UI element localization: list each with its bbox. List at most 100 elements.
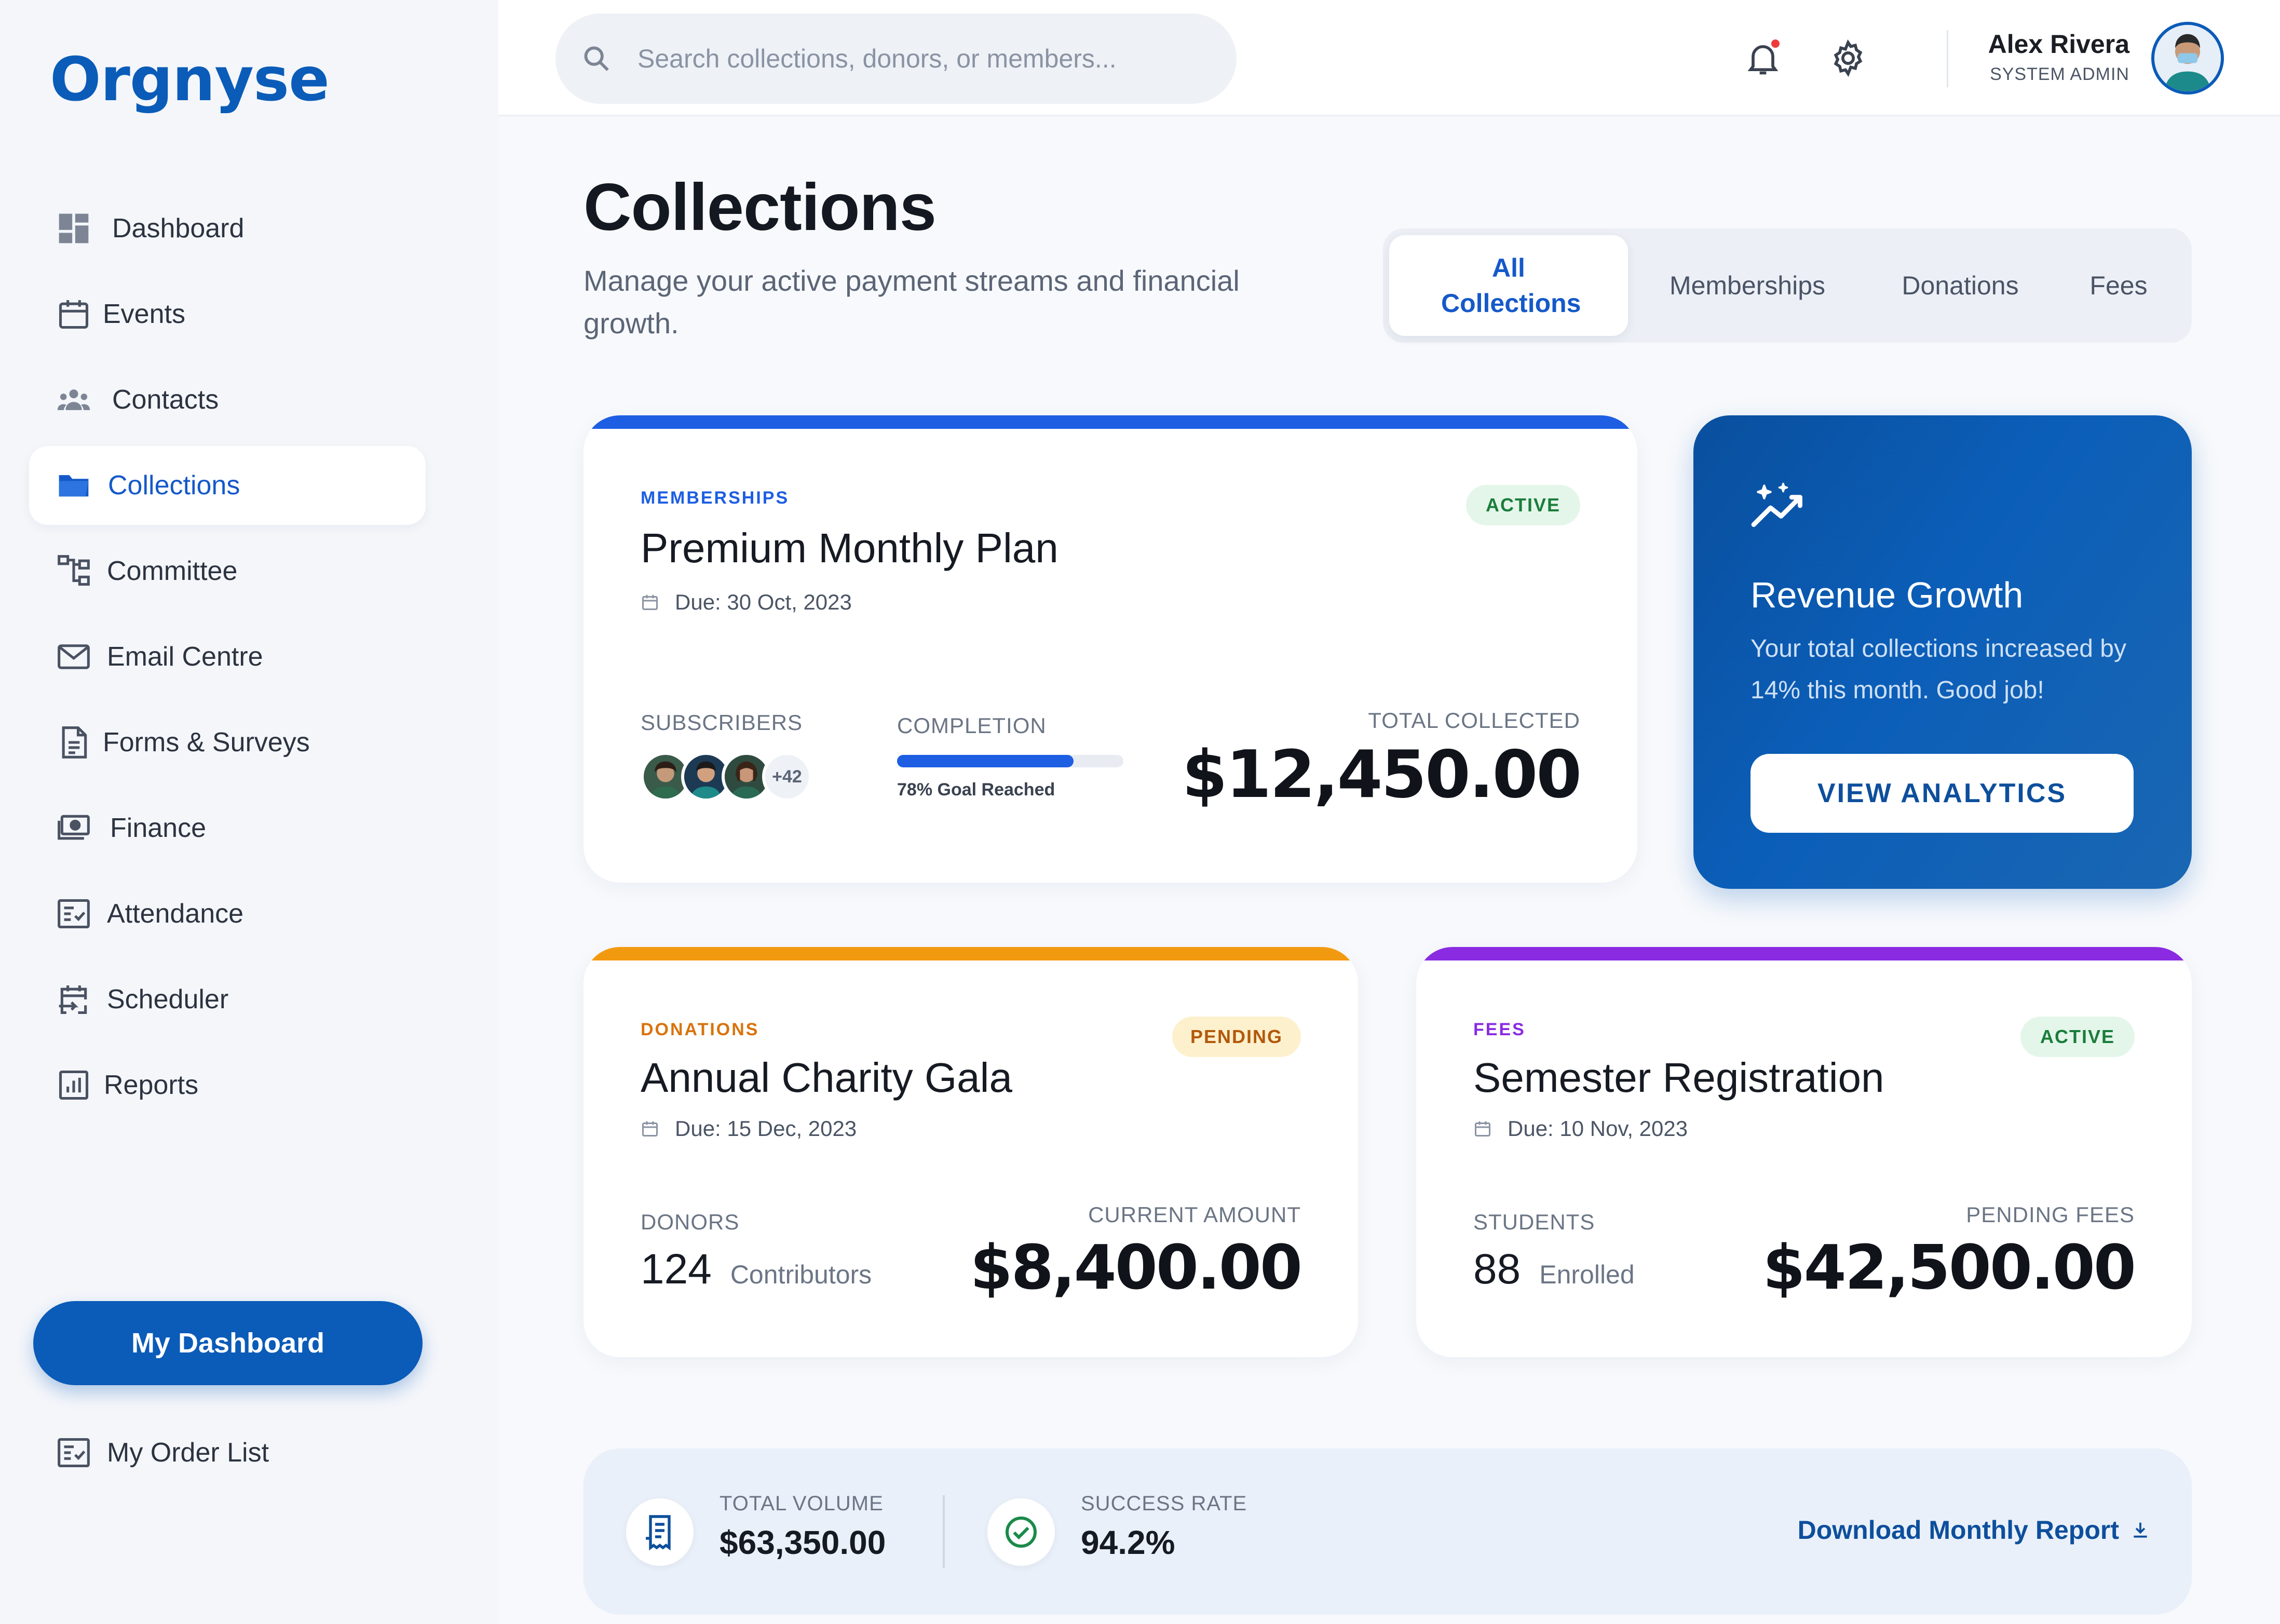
- sidebar-item-my-order-list[interactable]: My Order List: [55, 1416, 269, 1489]
- card-category: DONATIONS: [641, 1020, 759, 1039]
- sidebar-item-scheduler[interactable]: Scheduler: [29, 960, 426, 1039]
- donors-label: DONORS: [641, 1210, 740, 1234]
- tab-donations[interactable]: Donations: [1902, 271, 2019, 300]
- revenue-growth-card: Revenue Growth Your total collections in…: [1693, 415, 2192, 889]
- download-report-link[interactable]: Download Monthly Report: [1798, 1515, 2150, 1545]
- sidebar-item-label: My Order List: [107, 1438, 269, 1468]
- students-count-unit: Enrolled: [1539, 1260, 1635, 1289]
- mail-icon: [55, 638, 92, 675]
- subscriber-avatar: [681, 752, 731, 802]
- status-badge: ACTIVE: [1466, 485, 1580, 525]
- success-rate-badge: [987, 1498, 1055, 1566]
- due-date: Due: 10 Nov, 2023: [1473, 1116, 1688, 1141]
- status-badge: ACTIVE: [2020, 1017, 2135, 1057]
- header-divider: [1947, 30, 1948, 87]
- sidebar-item-label: Attendance: [107, 899, 244, 929]
- card-accent-bar: [1416, 947, 2192, 960]
- total-collected-label: TOTAL COLLECTED: [1368, 708, 1580, 733]
- user-avatar[interactable]: [2151, 22, 2224, 94]
- dashboard-icon: [55, 210, 92, 247]
- total-volume-badge: [626, 1498, 694, 1566]
- user-name: Alex Rivera: [1988, 30, 2129, 59]
- sidebar-item-label: Reports: [104, 1070, 199, 1100]
- success-rate-value: 94.2%: [1081, 1524, 1175, 1561]
- membership-collection-card[interactable]: MEMBERSHIPS ACTIVE Premium Monthly Plan …: [583, 415, 1637, 883]
- sidebar-item-label: Finance: [110, 813, 206, 843]
- search-input[interactable]: [637, 44, 1183, 74]
- total-volume-label: TOTAL VOLUME: [720, 1492, 884, 1515]
- more-subscribers-count: +42: [762, 752, 812, 802]
- sidebar-item-attendance[interactable]: Attendance: [29, 874, 426, 953]
- sidebar-item-reports[interactable]: Reports: [29, 1046, 426, 1125]
- students-label: STUDENTS: [1473, 1210, 1595, 1234]
- calendar-icon: [642, 1121, 658, 1136]
- current-amount-label: CURRENT AMOUNT: [1088, 1202, 1301, 1227]
- due-date-text: Due: 30 Oct, 2023: [675, 590, 852, 614]
- my-dashboard-button[interactable]: My Dashboard: [33, 1301, 423, 1385]
- subscriber-avatars[interactable]: +42: [641, 752, 812, 802]
- pending-fees-label: PENDING FEES: [1966, 1202, 2135, 1227]
- growth-title: Revenue Growth: [1750, 575, 2024, 615]
- donors-count: 124 Contributors: [641, 1245, 872, 1294]
- sidebar: Orgnyse Dashboard Events Contacts Collec…: [0, 0, 498, 1624]
- sidebar-item-finance[interactable]: Finance: [29, 789, 426, 868]
- current-amount-value: $8,400.00: [970, 1231, 1302, 1303]
- collection-filter-tabs: All Collections Memberships Donations Fe…: [1383, 228, 2192, 343]
- tab-fees[interactable]: Fees: [2089, 271, 2148, 300]
- download-icon: [2134, 1522, 2147, 1538]
- gear-icon: [1834, 39, 1863, 77]
- sidebar-item-dashboard[interactable]: Dashboard: [29, 189, 426, 268]
- tab-all-collections[interactable]: All Collections: [1389, 235, 1628, 336]
- sidebar-item-committee[interactable]: Committee: [29, 532, 426, 611]
- search-bar[interactable]: [555, 13, 1237, 104]
- students-count: 88 Enrolled: [1473, 1245, 1635, 1294]
- app-logo[interactable]: Orgnyse: [50, 45, 330, 115]
- donors-count-value: 124: [641, 1246, 712, 1293]
- sidebar-item-collections[interactable]: Collections: [29, 446, 426, 525]
- due-date-text: Due: 15 Dec, 2023: [675, 1116, 857, 1141]
- sidebar-nav: Dashboard Events Contacts Collections Co…: [29, 189, 426, 1131]
- user-role: SYSTEM ADMIN: [1990, 64, 2129, 84]
- sidebar-item-label: Events: [103, 299, 185, 329]
- view-analytics-button[interactable]: VIEW ANALYTICS: [1750, 754, 2134, 833]
- summary-divider: [943, 1495, 945, 1568]
- bar-chart-icon: [55, 1066, 92, 1104]
- download-report-label: Download Monthly Report: [1797, 1515, 2119, 1545]
- sidebar-item-forms-surveys[interactable]: Forms & Surveys: [29, 703, 426, 782]
- card-accent-bar: [583, 947, 1358, 960]
- completion-progress-fill: [897, 755, 1074, 767]
- sidebar-item-contacts[interactable]: Contacts: [29, 360, 426, 439]
- donors-count-unit: Contributors: [730, 1260, 872, 1289]
- checklist-icon: [55, 1434, 92, 1471]
- page-subtitle: Manage your active payment streams and f…: [583, 264, 1240, 340]
- due-date: Due: 30 Oct, 2023: [641, 590, 852, 615]
- check-circle-icon: [1006, 1517, 1037, 1548]
- top-bar: Alex Rivera SYSTEM ADMIN: [498, 0, 2280, 116]
- success-rate-label: SUCCESS RATE: [1081, 1492, 1247, 1515]
- checklist-icon: [55, 895, 92, 932]
- page-title: Collections: [583, 170, 937, 245]
- sidebar-item-email-centre[interactable]: Email Centre: [29, 617, 426, 696]
- summary-bar: TOTAL VOLUME $63,350.00 SUCCESS RATE 94.…: [583, 1449, 2192, 1615]
- fees-collection-card[interactable]: FEES ACTIVE Semester Registration Due: 1…: [1416, 947, 2192, 1357]
- settings-button[interactable]: [1826, 36, 1870, 80]
- completion-progress-bar: [897, 755, 1123, 767]
- notifications-button[interactable]: [1741, 36, 1785, 80]
- completion-text: 78% Goal Reached: [897, 780, 1055, 800]
- total-volume-value: $63,350.00: [720, 1524, 886, 1561]
- tab-memberships[interactable]: Memberships: [1669, 271, 1826, 300]
- card-title: Premium Monthly Plan: [641, 525, 1058, 571]
- sidebar-item-label: Committee: [107, 556, 238, 586]
- card-category: FEES: [1473, 1020, 1526, 1039]
- folder-icon: [55, 467, 92, 504]
- completion-label: COMPLETION: [897, 713, 1047, 738]
- card-accent-bar: [583, 415, 1637, 429]
- growth-message: Your total collections increased by 14% …: [1750, 635, 2126, 704]
- sidebar-item-events[interactable]: Events: [29, 275, 426, 354]
- donation-collection-card[interactable]: DONATIONS PENDING Annual Charity Gala Du…: [583, 947, 1358, 1357]
- hierarchy-icon: [55, 552, 92, 590]
- card-title: Annual Charity Gala: [641, 1054, 1012, 1101]
- sidebar-item-label: Collections: [108, 470, 240, 500]
- students-count-value: 88: [1473, 1246, 1521, 1293]
- total-collected-amount: $12,450.00: [1182, 736, 1582, 813]
